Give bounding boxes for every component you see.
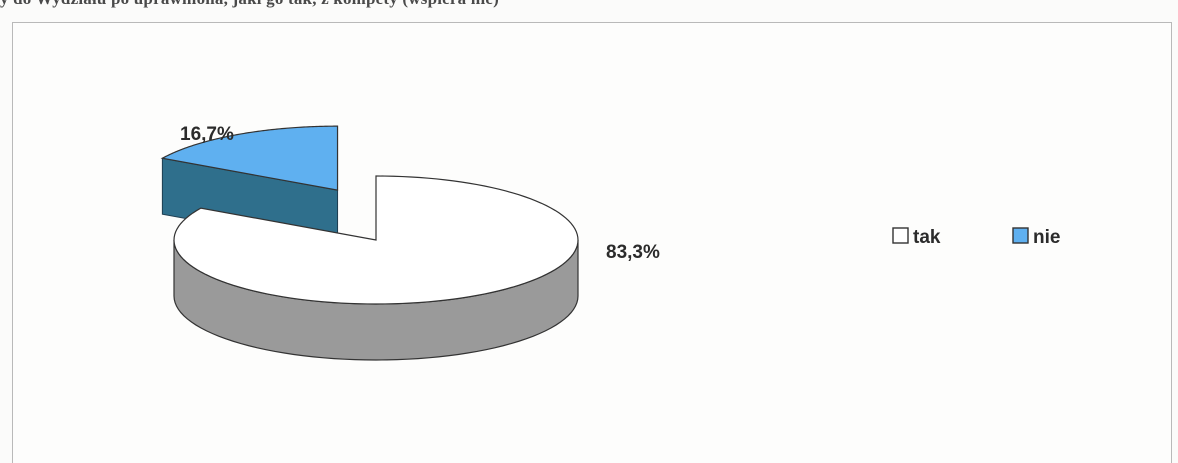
data-labels: 83,3% 16,7% xyxy=(180,124,660,263)
pie-slices xyxy=(160,125,579,361)
pie-slice-tak-top xyxy=(173,175,579,305)
pie-slice-nie-top xyxy=(160,125,339,191)
data-label-tak: 83,3% xyxy=(606,242,660,263)
pie-slice-tak xyxy=(173,175,579,361)
legend-swatch-nie xyxy=(1012,227,1029,244)
legend: tak nie xyxy=(892,227,1060,248)
legend-label-tak: tak xyxy=(913,227,941,248)
data-label-nie: 16,7% xyxy=(180,124,234,145)
caption-fragment: y do Wydziału po uprawniona, jaki go tak… xyxy=(0,0,1178,11)
legend-label-nie: nie xyxy=(1033,227,1060,248)
legend-swatch-tak xyxy=(892,227,909,244)
pie-slice-nie xyxy=(160,125,339,247)
legend-item-nie: nie xyxy=(1012,227,1060,248)
legend-item-tak: tak xyxy=(892,227,941,248)
